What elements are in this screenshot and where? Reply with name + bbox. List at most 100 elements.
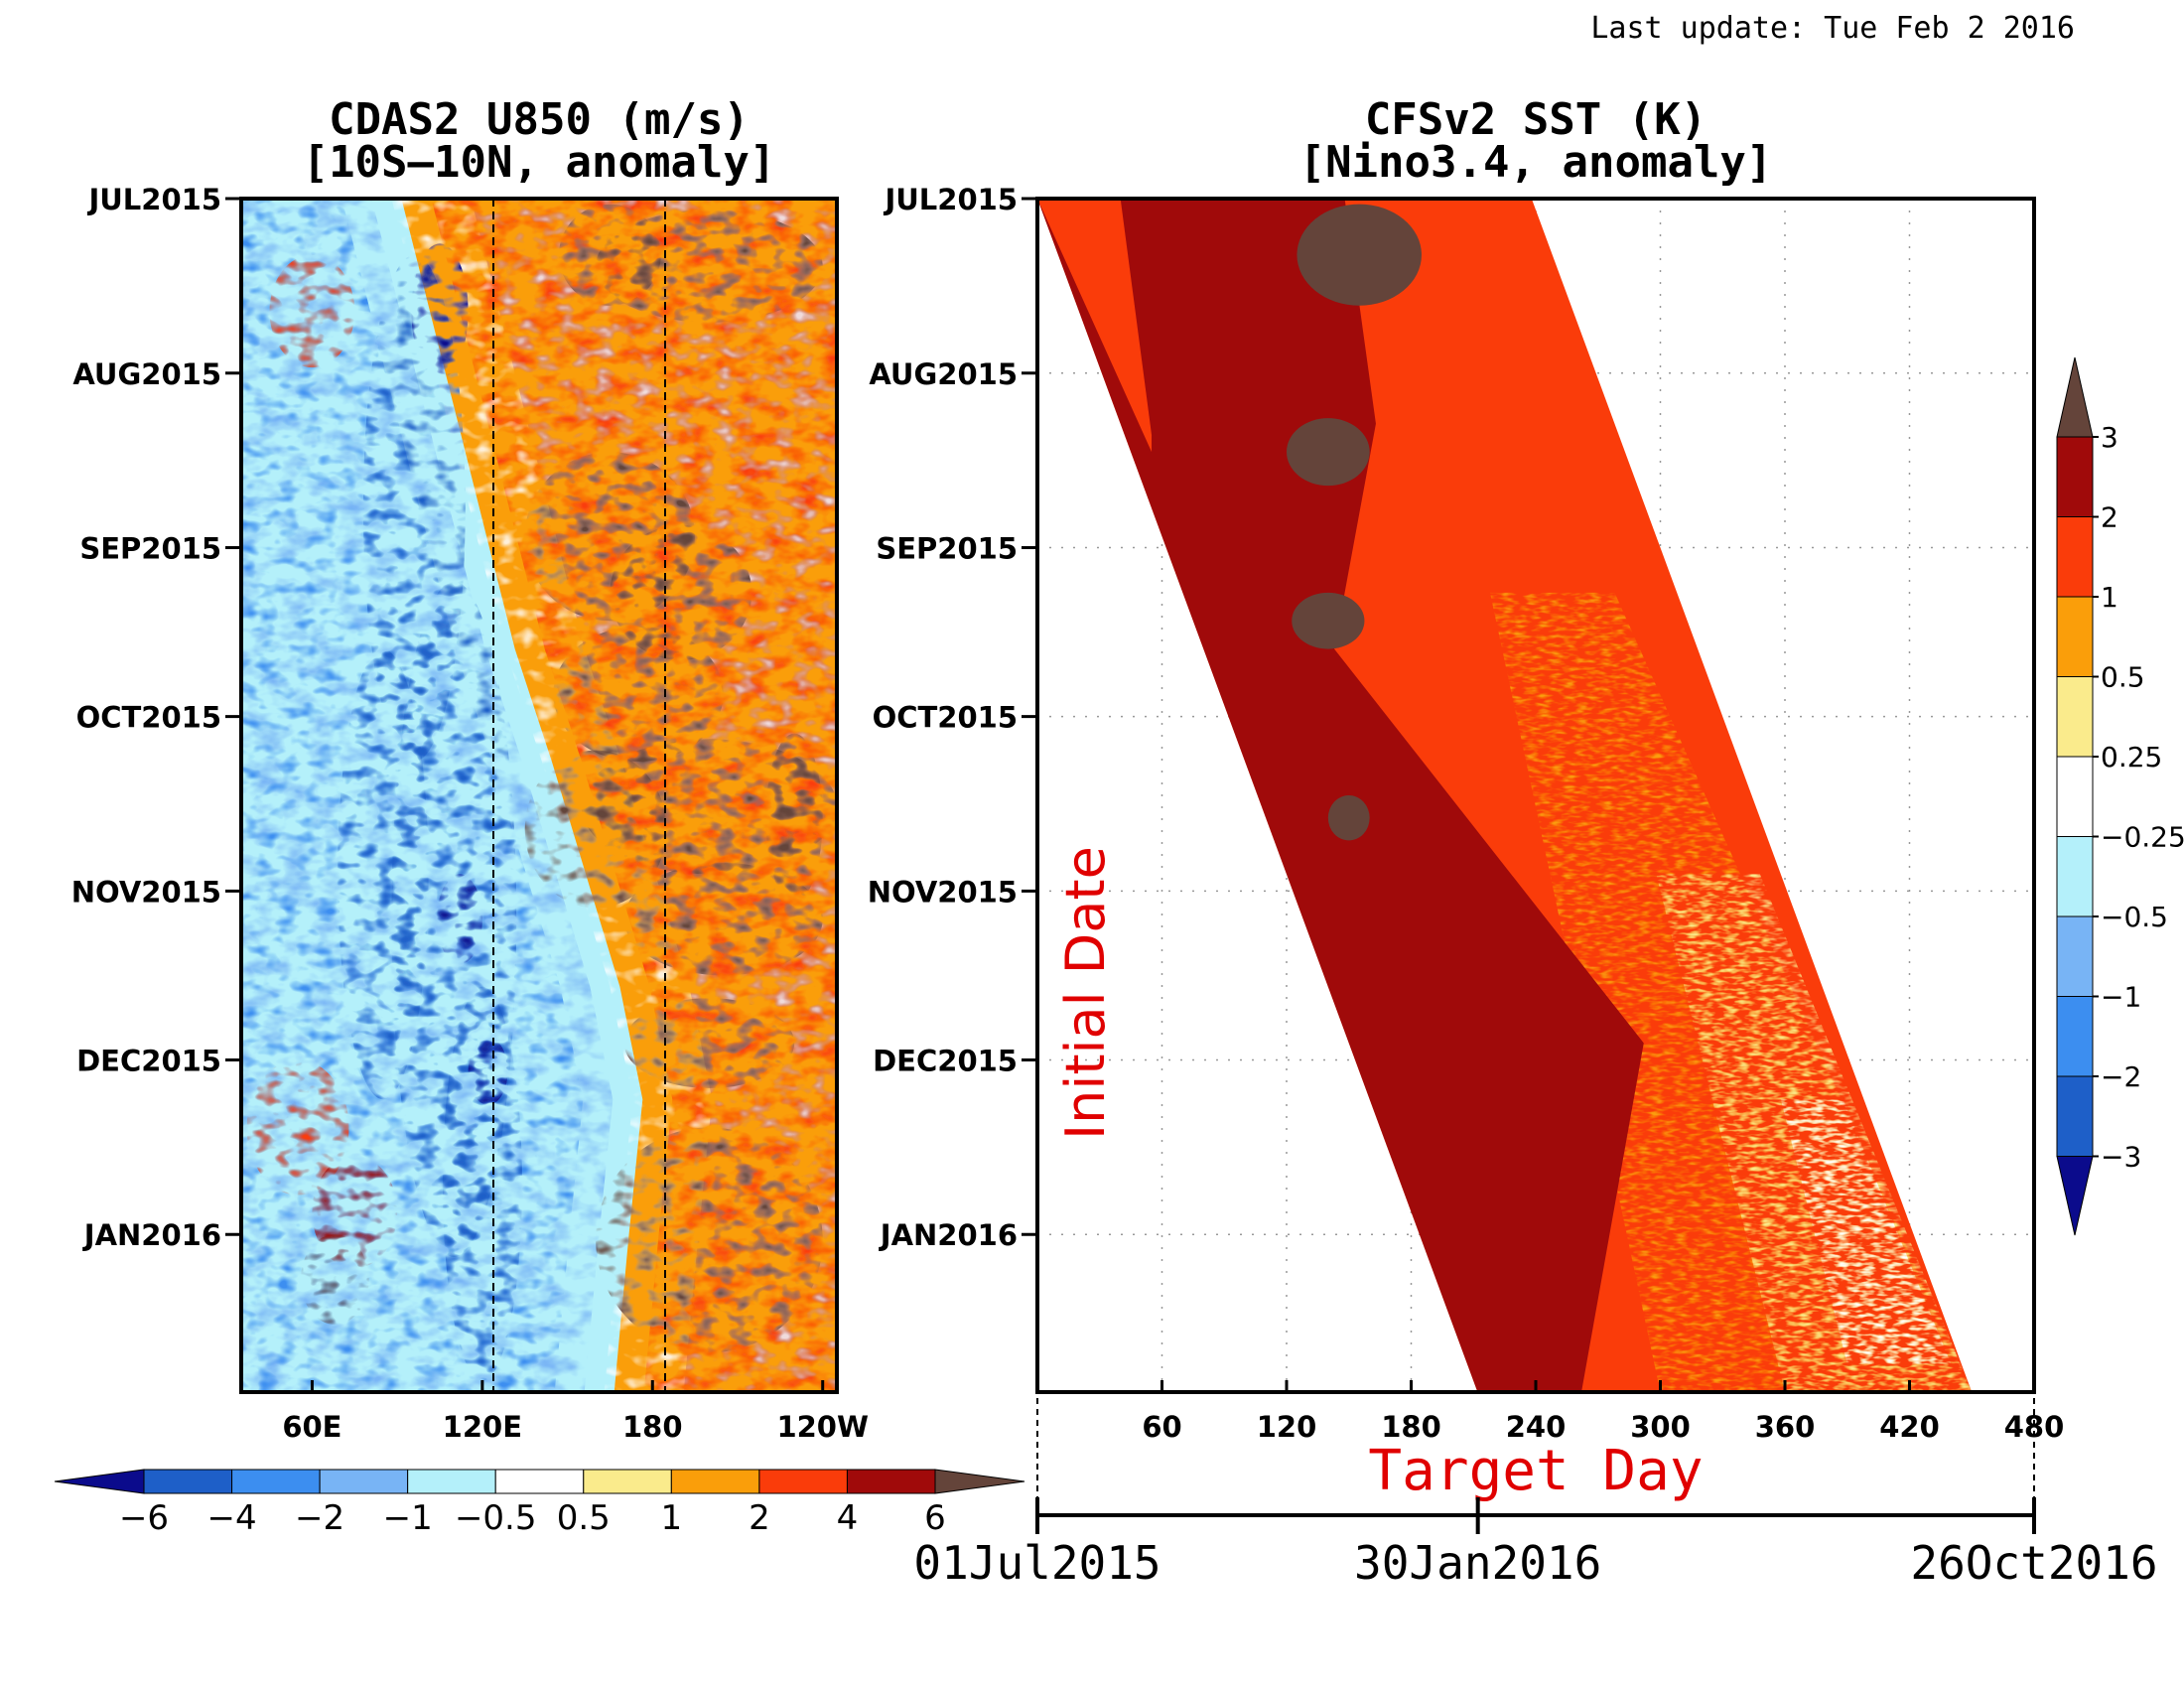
u850-feature-11	[553, 626, 724, 762]
right-x-tick-label: 300	[1630, 1410, 1691, 1444]
left-y-tick-label: OCT2015	[76, 701, 221, 735]
right-x-axis: 60 120 180 240 300 360 420 480	[1142, 1380, 2064, 1444]
right-y-tick-label: AUG2015	[869, 357, 1018, 391]
right-x-tick-label: 360	[1755, 1410, 1816, 1444]
right-subtitle: [Nino3.4, anomaly]	[1299, 137, 1773, 188]
left-colorbar: −6 −4 −2 −1 −0.5 0.5 1 2 4 6	[54, 1469, 1025, 1538]
left-y-axis: JUL2015 AUG2015 SEP2015 OCT2015 NOV2015 DEC20…	[71, 183, 241, 1252]
left-y-tick-label: JUL2015	[86, 183, 221, 216]
left-colorbar-max-arrow	[934, 1469, 1025, 1494]
right-colorbar-min-arrow	[2056, 1156, 2094, 1236]
right-y-tick-label: DEC2015	[873, 1044, 1018, 1077]
right-y-axis: JUL2015 AUG2015 SEP2015 OCT2015 NOV2015 DEC20…	[868, 183, 1037, 1252]
left-colorbar-segment	[143, 1469, 233, 1494]
last-update-text: Last update: Tue Feb 2 2016	[1590, 11, 2075, 46]
right-y-tick-label: JUL2015	[883, 183, 1018, 216]
left-colorbar-segment	[231, 1469, 321, 1494]
right-colorbar-label: 3	[2101, 421, 2118, 454]
sst-brown-patch-0	[1297, 204, 1422, 306]
left-colorbar-label: 2	[749, 1498, 770, 1538]
date-axis: 01Jul2015 30Jan2016 26Oct2016	[913, 1497, 2158, 1590]
u850-feature-16	[596, 1127, 823, 1353]
sst-brown-patch-2	[1292, 592, 1365, 649]
left-y-tick-label: AUG2015	[72, 357, 221, 391]
u850-feature-15	[623, 998, 795, 1088]
right-colorbar-label: −0.25	[2101, 821, 2184, 854]
right-colorbar-label: −0.5	[2101, 901, 2168, 933]
left-y-tick-label: JAN2016	[82, 1218, 221, 1252]
right-y-tick-label: OCT2015	[873, 701, 1018, 735]
u850-feature-5	[437, 874, 482, 965]
left-colorbar-label: −0.5	[455, 1498, 537, 1538]
u850-feature-6	[468, 1037, 508, 1105]
left-colorbar-segment	[758, 1469, 848, 1494]
right-colorbar-segment	[2056, 596, 2094, 677]
left-colorbar-segment	[846, 1469, 936, 1494]
left-colorbar-label: 0.5	[557, 1498, 611, 1538]
y-axis-label: Initial Date	[1054, 846, 1117, 1140]
left-y-tick-label: SEP2015	[79, 532, 221, 566]
right-colorbar: 3 2 1 0.5 0.25 −0.25 −0.5 −1 −2 −3	[2056, 356, 2184, 1236]
left-colorbar-label: −1	[383, 1498, 433, 1538]
left-colorbar-label: 6	[924, 1498, 946, 1538]
left-x-tick-label: 60E	[282, 1410, 341, 1444]
left-panel: CDAS2 U850 (m/s) [10S–10N, anomaly] 60E 1…	[71, 94, 869, 1444]
left-x-tick-label: 120W	[776, 1410, 869, 1444]
right-colorbar-label: 2	[2101, 501, 2118, 534]
right-x-tick-label: 240	[1506, 1410, 1567, 1444]
left-colorbar-segment	[583, 1469, 672, 1494]
left-y-tick-label: DEC2015	[76, 1044, 221, 1077]
right-colorbar-segment	[2056, 915, 2094, 997]
right-colorbar-label: −3	[2101, 1141, 2141, 1174]
left-colorbar-label: −4	[206, 1498, 256, 1538]
left-colorbar-min-arrow	[54, 1469, 145, 1494]
right-y-tick-label: JAN2016	[879, 1218, 1018, 1252]
left-colorbar-label: 4	[837, 1498, 859, 1538]
u850-feature-8	[596, 210, 823, 323]
left-colorbar-label: −2	[295, 1498, 344, 1538]
sst-brown-patch-3	[1327, 795, 1370, 841]
right-y-tick-label: SEP2015	[876, 532, 1018, 566]
left-plot-frame	[239, 197, 839, 1394]
right-colorbar-max-arrow	[2056, 356, 2094, 438]
right-colorbar-segment	[2056, 516, 2094, 598]
date-axis-label: 26Oct2016	[1910, 1536, 2157, 1590]
u850-feature-21	[312, 1155, 398, 1269]
u850-feature-10	[610, 524, 752, 660]
u850-feature-14	[623, 863, 823, 976]
right-forecast-band	[1037, 199, 1973, 1392]
right-x-tick-label: 420	[1879, 1410, 1940, 1444]
right-colorbar-segment	[2056, 996, 2094, 1077]
right-colorbar-label: −2	[2101, 1060, 2141, 1093]
u850-feature-2	[338, 648, 429, 1100]
u850-feature-4	[411, 243, 469, 379]
left-colorbar-segment	[319, 1469, 409, 1494]
left-colorbar-segment	[407, 1469, 496, 1494]
u850-feature-19	[269, 254, 355, 368]
u850-feature-20	[246, 1059, 349, 1196]
left-title: CDAS2 U850 (m/s)	[329, 94, 750, 145]
sst-band-darkred	[1037, 199, 1644, 1392]
x-axis-label: Target Day	[1368, 1439, 1703, 1503]
right-panel: CFSv2 SST (K) [Nino3.4, anomaly] 60 120 18…	[868, 94, 2158, 1590]
right-x-tick-label: 120	[1257, 1410, 1317, 1444]
right-y-tick-label: NOV2015	[868, 875, 1018, 909]
left-x-axis: 60E 120E 180 120W	[282, 1380, 869, 1444]
right-colorbar-segment	[2056, 756, 2094, 837]
right-colorbar-segment	[2056, 836, 2094, 917]
right-colorbar-segment	[2056, 1075, 2094, 1157]
date-axis-label: 30Jan2016	[1354, 1536, 1601, 1590]
right-colorbar-label: 1	[2101, 581, 2118, 614]
u850-feature-13	[765, 733, 823, 903]
sst-band-leading-orange	[1037, 199, 1153, 453]
date-axis-label: 01Jul2015	[913, 1536, 1160, 1590]
left-heatmap	[241, 199, 837, 1392]
right-colorbar-segment	[2056, 676, 2094, 758]
right-colorbar-label: 0.5	[2101, 661, 2145, 694]
left-subtitle: [10S–10N, anomaly]	[303, 137, 776, 188]
right-x-tick-label: 60	[1142, 1410, 1181, 1444]
left-x-tick-label: 180	[622, 1410, 683, 1444]
right-colorbar-segment	[2056, 436, 2094, 517]
sst-brown-patch-1	[1287, 418, 1370, 487]
